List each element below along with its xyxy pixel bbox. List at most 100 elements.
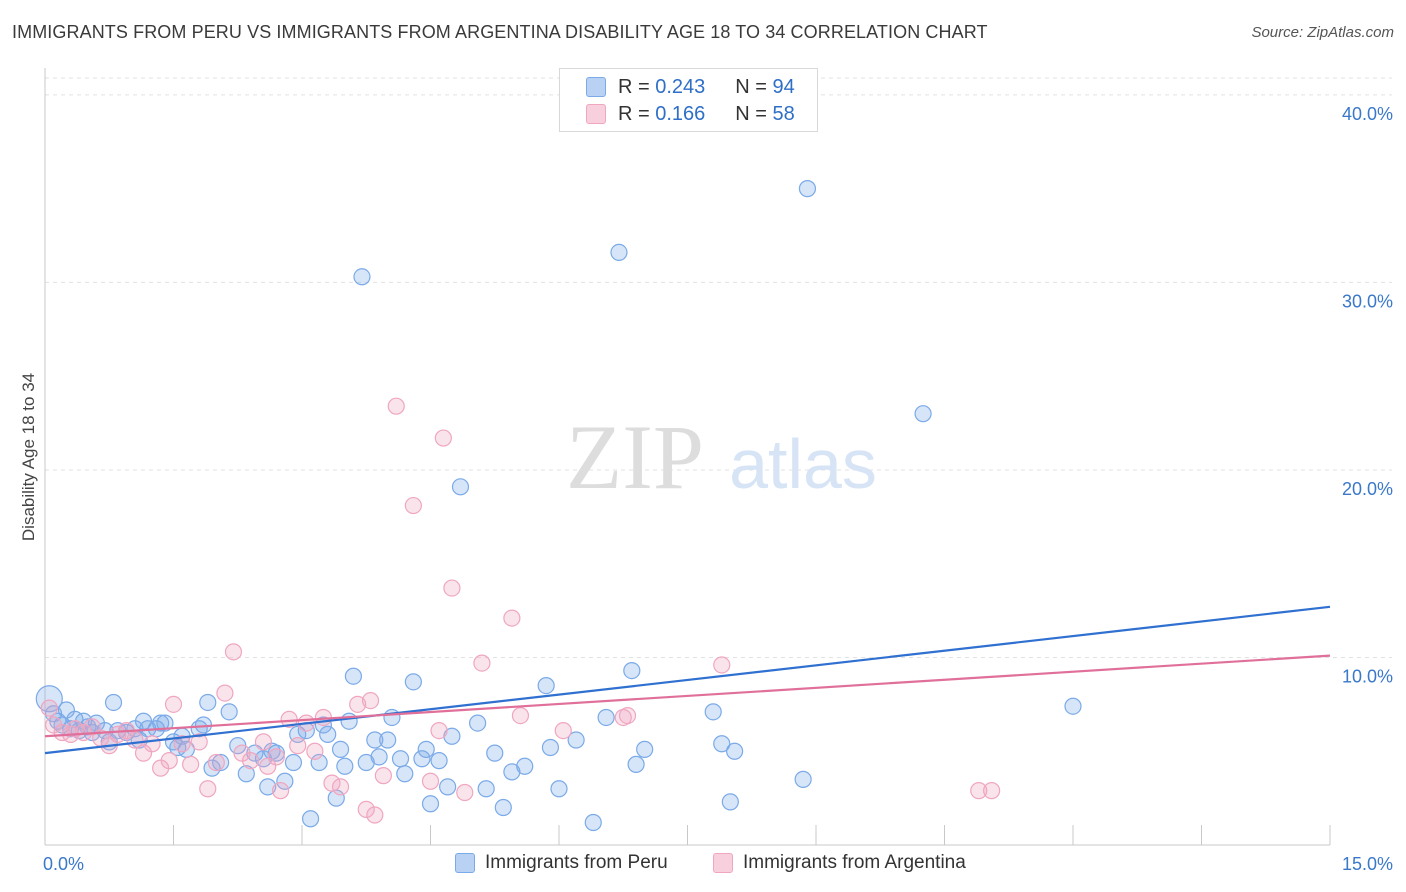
points-layer	[35, 180, 1082, 832]
peru-point	[267, 744, 285, 762]
chart-title: IMMIGRANTS FROM PERU VS IMMIGRANTS FROM …	[12, 22, 988, 42]
argentina-point	[404, 496, 422, 515]
peru-point	[391, 750, 410, 768]
peru-point	[237, 765, 255, 783]
peru-point	[794, 770, 812, 788]
argentina-point	[259, 757, 277, 775]
peru-point	[417, 740, 435, 758]
peru-point	[199, 693, 217, 712]
argentina-point	[421, 772, 440, 790]
watermark-atlas: atlas	[729, 425, 877, 503]
x-tick-label: 15.0%	[1342, 854, 1393, 874]
peru-point	[627, 755, 645, 773]
y-tick-label: 40.0%	[1342, 104, 1393, 124]
argentina-point	[164, 695, 183, 713]
argentina-trend-line	[44, 654, 1331, 738]
peru-point	[494, 798, 512, 817]
argentina-point	[323, 774, 341, 792]
argentina-point	[554, 722, 572, 740]
y-axis-label: Disability Age 18 to 34	[19, 373, 38, 541]
bottom-legend-peru: Immigrants from Peru	[455, 852, 668, 874]
peru-point	[623, 661, 641, 680]
peru-point	[451, 478, 470, 496]
argentina-point	[349, 695, 367, 713]
argentina-point	[387, 397, 405, 415]
argentina-point	[271, 782, 290, 800]
r-value: 0.166	[655, 102, 706, 125]
argentina-point	[182, 755, 200, 773]
peru-point	[516, 757, 534, 775]
peru-point	[104, 693, 123, 712]
argentina-point	[190, 733, 208, 751]
trend-lines	[44, 605, 1331, 755]
peru-point	[469, 714, 487, 732]
peru-point	[636, 740, 654, 758]
argentina-point	[306, 742, 324, 760]
argentina-point	[143, 735, 161, 753]
r-label: R =	[618, 102, 650, 125]
argentina-point	[983, 782, 1001, 800]
argentina-point	[357, 800, 375, 818]
peru-point	[379, 731, 397, 749]
peru-point	[336, 757, 354, 775]
peru-point	[284, 753, 303, 772]
argentina-point	[160, 752, 178, 770]
argentina-point	[456, 783, 474, 802]
argentina-legend-swatch	[713, 853, 733, 873]
argentina-point	[216, 684, 234, 702]
argentina-point	[511, 707, 530, 725]
bottom-legend-argentina: Immigrants from Argentina	[713, 852, 966, 874]
peru-legend-swatch	[455, 853, 475, 873]
argentina-point	[199, 780, 217, 798]
tick-labels: 10.0% 20.0% 30.0% 40.0% 0.0% 15.0%	[43, 104, 1393, 874]
argentina-point	[254, 733, 273, 751]
correlation-legend: R = 0.243 N = 94 R = 0.166 N = 58	[559, 68, 818, 132]
peru-point	[430, 752, 448, 770]
argentina-point	[331, 778, 350, 796]
peru-point	[370, 748, 388, 766]
peru-point	[413, 750, 431, 768]
y-tick-label: 20.0%	[1342, 479, 1393, 499]
peru-point	[212, 753, 230, 772]
peru-point	[344, 667, 362, 685]
argentina-point	[224, 643, 243, 661]
r-value: 0.243	[655, 75, 706, 98]
argentina-point	[374, 767, 392, 785]
argentina-point	[207, 753, 225, 772]
peru-point	[798, 180, 817, 198]
argentina-point	[970, 782, 988, 800]
peru-point	[353, 268, 371, 286]
argentina-point	[361, 692, 380, 710]
peru-point	[1064, 697, 1082, 715]
argentina-point	[503, 609, 521, 627]
argentina-point	[473, 654, 491, 672]
y-tick-label: 10.0%	[1342, 666, 1393, 686]
peru-point	[726, 742, 744, 760]
peru-point	[301, 810, 320, 828]
peru-point	[486, 744, 504, 762]
argentina-point	[434, 429, 452, 447]
x-tick-label: 0.0%	[43, 854, 84, 874]
argentina-point	[713, 656, 731, 674]
peru-point	[713, 735, 731, 753]
grid-lines	[45, 77, 1392, 658]
peru-point	[721, 793, 739, 811]
peru-legend-label: Immigrants from Peru	[485, 852, 668, 873]
argentina-point	[40, 699, 58, 717]
watermark: ZIP atlas	[566, 406, 877, 508]
n-value: 94	[772, 75, 795, 98]
peru-point	[35, 685, 63, 713]
peru-point	[477, 780, 495, 798]
peru-point	[584, 813, 602, 832]
peru-point	[276, 772, 294, 790]
peru-point	[310, 753, 328, 772]
peru-point	[421, 795, 440, 813]
peru-point	[439, 778, 457, 796]
argentina-point	[242, 752, 260, 770]
peru-point	[220, 703, 238, 721]
argentina-point	[366, 806, 384, 824]
peru-point	[366, 731, 384, 749]
argentina-point	[289, 737, 307, 755]
legend-row-peru: R = 0.243 N = 94	[586, 76, 795, 98]
peru-point	[550, 780, 568, 798]
